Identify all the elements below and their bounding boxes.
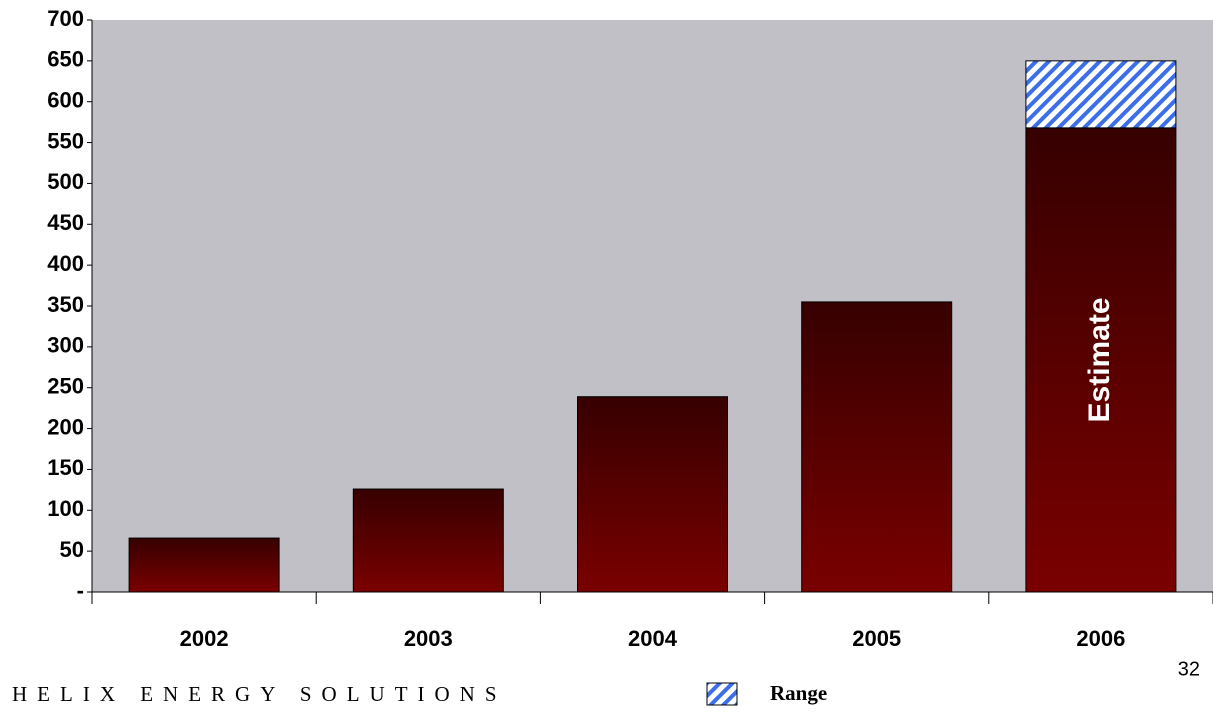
y-tick-label: 250 [47,374,84,399]
y-tick-label: 700 [47,6,84,31]
y-tick-label: 200 [47,414,84,439]
x-tick-label: 2006 [1076,626,1125,651]
y-tick-label: 350 [47,292,84,317]
y-tick-label: 50 [60,537,84,562]
x-tick-label: 2003 [404,626,453,651]
bar [352,488,504,593]
y-tick-label: 600 [47,88,84,113]
footer: HELIX ENERGY SOLUTIONS [12,682,507,706]
y-tick-label: 500 [47,169,84,194]
bar [1025,60,1177,129]
y-tick-label: 650 [47,47,84,72]
page-number: 32 [1178,658,1200,680]
legend-label: Range [770,681,827,705]
legend-swatch [706,682,738,706]
x-tick-label: 2004 [628,626,678,651]
bar [128,537,280,593]
y-tick-label: 550 [47,128,84,153]
y-tick-label: 300 [47,333,84,358]
bar [577,396,728,593]
y-tick-label: 100 [47,496,84,521]
y-tick-label: 400 [47,251,84,276]
bar [801,301,953,593]
annotation: Estimate [1083,297,1116,422]
x-tick-label: 2002 [180,626,229,651]
y-tick-label: 450 [47,210,84,235]
x-tick-label: 2005 [852,626,901,651]
y-tick-label: 150 [47,455,84,480]
y-tick-label: - [77,578,84,603]
